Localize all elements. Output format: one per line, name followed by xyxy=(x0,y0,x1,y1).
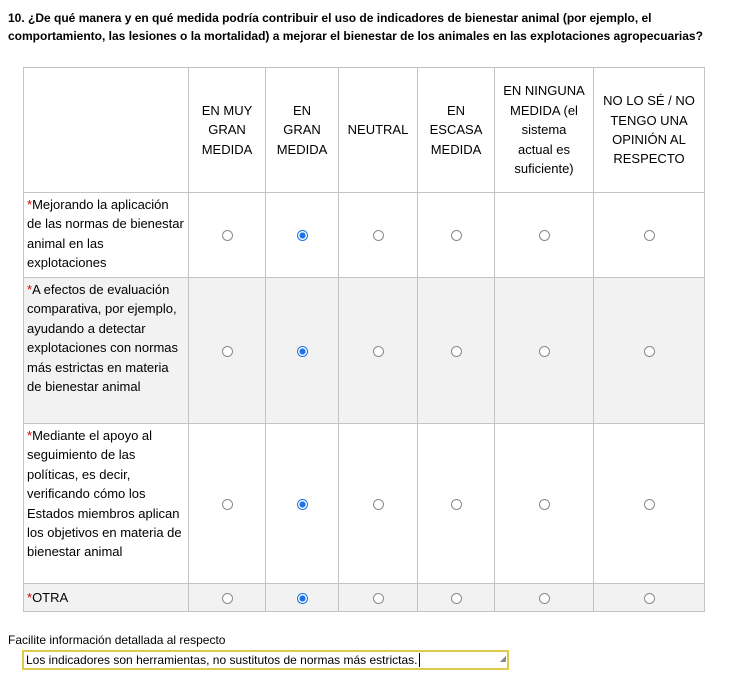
radio-cell xyxy=(417,583,495,612)
radio-button[interactable] xyxy=(221,230,233,242)
radio-cell xyxy=(417,192,495,278)
radio-cell xyxy=(338,277,418,424)
matrix-row: *Mediante el apoyo al seguimiento de las… xyxy=(23,423,705,584)
radio-button[interactable] xyxy=(538,592,550,604)
radio-cell xyxy=(265,277,339,424)
radio-button[interactable] xyxy=(221,592,233,604)
radio-button[interactable] xyxy=(296,230,308,242)
radio-cell xyxy=(188,583,266,612)
radio-button[interactable] xyxy=(372,592,384,604)
detail-textarea[interactable]: Los indicadores son herramientas, no sus… xyxy=(22,650,509,670)
radio-button[interactable] xyxy=(450,592,462,604)
row-label-text: A efectos de evaluación comparativa, por… xyxy=(27,282,179,395)
radio-button[interactable] xyxy=(221,498,233,510)
radio-cell xyxy=(265,423,339,584)
radio-button[interactable] xyxy=(643,498,655,510)
rating-matrix: EN MUY GRAN MEDIDA EN GRAN MEDIDA NEUTRA… xyxy=(23,67,705,612)
radio-button[interactable] xyxy=(372,498,384,510)
radio-button[interactable] xyxy=(450,498,462,510)
resize-grip-icon[interactable]: ◢ xyxy=(499,654,506,663)
radio-button[interactable] xyxy=(221,345,233,357)
radio-cell xyxy=(494,192,594,278)
radio-cell xyxy=(593,583,705,612)
required-marker: * xyxy=(27,197,33,212)
detail-value: Los indicadores son herramientas, no sus… xyxy=(26,653,418,667)
column-header: EN GRAN MEDIDA xyxy=(265,67,339,193)
radio-cell xyxy=(593,277,705,424)
required-marker: * xyxy=(27,428,33,443)
radio-button[interactable] xyxy=(372,345,384,357)
row-label: *Mejorando la aplicación de las normas d… xyxy=(23,192,189,278)
radio-button[interactable] xyxy=(450,345,462,357)
radio-button[interactable] xyxy=(643,345,655,357)
radio-button[interactable] xyxy=(643,230,655,242)
radio-button[interactable] xyxy=(296,345,308,357)
matrix-row: *Mejorando la aplicación de las normas d… xyxy=(23,192,705,278)
radio-cell xyxy=(417,423,495,584)
radio-cell xyxy=(494,423,594,584)
radio-cell xyxy=(593,423,705,584)
row-label-text: OTRA xyxy=(32,589,69,605)
required-marker: * xyxy=(27,282,33,297)
radio-button[interactable] xyxy=(538,345,550,357)
column-header: EN ESCASA MEDIDA xyxy=(417,67,495,193)
row-label: *A efectos de evaluación comparativa, po… xyxy=(23,277,189,424)
column-header: EN MUY GRAN MEDIDA xyxy=(188,67,266,193)
radio-cell xyxy=(188,192,266,278)
detail-label: Facilite información detallada al respec… xyxy=(8,633,226,647)
radio-button[interactable] xyxy=(538,498,550,510)
row-label-text: Mediante el apoyo al seguimiento de las … xyxy=(27,428,182,560)
question-title: 10. ¿De qué manera y en qué medida podrí… xyxy=(8,11,703,43)
radio-cell xyxy=(265,192,339,278)
corner-cell xyxy=(23,67,189,193)
radio-cell xyxy=(265,583,339,612)
radio-button[interactable] xyxy=(643,592,655,604)
column-header: EN NINGUNA MEDIDA (el sistema actual es … xyxy=(494,67,594,193)
radio-button[interactable] xyxy=(538,230,550,242)
matrix-row: *OTRA xyxy=(23,583,705,612)
radio-button[interactable] xyxy=(450,230,462,242)
column-header: NEUTRAL xyxy=(338,67,418,193)
radio-cell xyxy=(338,423,418,584)
row-label-text: Mejorando la aplicación de las normas de… xyxy=(27,197,184,271)
radio-cell xyxy=(494,583,594,612)
column-header: NO LO SÉ / NO TENGO UNA OPINIÓN AL RESPE… xyxy=(593,67,705,193)
row-label: *OTRA xyxy=(23,583,189,612)
radio-cell xyxy=(417,277,495,424)
radio-button[interactable] xyxy=(296,592,308,604)
header-row: EN MUY GRAN MEDIDA EN GRAN MEDIDA NEUTRA… xyxy=(23,67,705,193)
radio-button[interactable] xyxy=(372,230,384,242)
matrix-row: *A efectos de evaluación comparativa, po… xyxy=(23,277,705,424)
required-marker: * xyxy=(27,589,33,605)
radio-cell xyxy=(593,192,705,278)
radio-cell xyxy=(188,277,266,424)
radio-cell xyxy=(338,192,418,278)
radio-cell xyxy=(188,423,266,584)
radio-button[interactable] xyxy=(296,498,308,510)
row-label: *Mediante el apoyo al seguimiento de las… xyxy=(23,423,189,584)
radio-cell xyxy=(494,277,594,424)
radio-cell xyxy=(338,583,418,612)
